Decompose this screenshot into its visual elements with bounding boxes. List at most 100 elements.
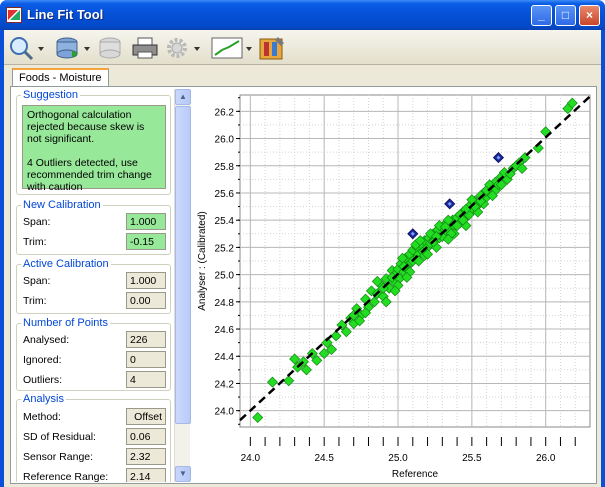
data-point xyxy=(516,162,528,174)
new-calibration-title: New Calibration xyxy=(21,199,103,212)
fit-line xyxy=(239,95,591,422)
toolbar xyxy=(4,30,601,65)
print-tool-button[interactable] xyxy=(130,35,160,61)
ignored-label: Ignored: xyxy=(23,354,62,366)
sensor-range-value: 2.32 xyxy=(126,448,166,465)
sd-residual-value: 0.06 xyxy=(126,428,166,445)
new-calibration-group: New Calibration Span: 1.000 Trim: -0.15 xyxy=(16,199,171,255)
scroll-thumb[interactable] xyxy=(175,106,191,424)
data-point xyxy=(430,231,442,243)
analysed-row: Analysed: 226 xyxy=(23,331,168,349)
y-tick-label: 25.4 xyxy=(215,216,235,227)
data-point xyxy=(318,348,330,360)
toolbox-icon xyxy=(259,37,284,60)
data-point xyxy=(360,307,372,319)
y-tick-label: 24.4 xyxy=(215,352,235,363)
data-point xyxy=(326,343,338,355)
zoom-tool-button[interactable] xyxy=(8,35,46,61)
tab-foods-moisture[interactable]: Foods - Moisture xyxy=(12,68,109,87)
x-tick-label: 24.0 xyxy=(241,453,261,464)
number-of-points-group: Number of Points Analysed: 226 Ignored: … xyxy=(16,317,171,391)
analysed-label: Analysed: xyxy=(23,334,70,346)
y-tick-label: 25.6 xyxy=(215,189,235,200)
line-chart-tool-button[interactable] xyxy=(210,35,254,61)
data-point xyxy=(289,353,301,365)
new-trim-value: -0.15 xyxy=(126,233,166,250)
window-title: Line Fit Tool xyxy=(27,7,104,22)
sensor-range-row: Sensor Range: 2.32 xyxy=(23,448,168,466)
reference-range-label: Reference Range: xyxy=(23,471,109,482)
close-button[interactable]: × xyxy=(579,5,600,26)
data-point xyxy=(487,190,499,202)
analysed-value: 226 xyxy=(126,331,166,348)
y-axis-label: Analyser : (Calibrated) xyxy=(197,211,208,310)
scroll-down-button[interactable]: ▼ xyxy=(175,466,191,482)
database-tool-button[interactable] xyxy=(54,35,92,61)
data-point xyxy=(422,248,434,260)
line-chart-icon xyxy=(211,37,252,59)
settings-tool-button[interactable] xyxy=(164,35,202,61)
method-label: Method: xyxy=(23,411,61,423)
gear-icon xyxy=(167,38,200,58)
x-tick-label: 26.0 xyxy=(536,453,556,464)
active-span-label: Span: xyxy=(23,275,51,287)
y-tick-label: 25.2 xyxy=(215,243,235,254)
active-span-value: 1.000 xyxy=(126,272,166,289)
y-tick-label: 24.2 xyxy=(215,379,235,390)
y-tick-label: 26.0 xyxy=(215,135,235,146)
data-point xyxy=(266,376,278,388)
scroll-up-button[interactable]: ▲ xyxy=(175,89,191,105)
data-point xyxy=(311,354,323,366)
magnifier-icon xyxy=(10,37,44,61)
outliers-label: Outliers: xyxy=(23,374,63,386)
data-point xyxy=(439,221,451,233)
tools-tool-button[interactable] xyxy=(258,35,288,61)
number-of-points-title: Number of Points xyxy=(21,317,110,330)
data-point xyxy=(330,330,342,342)
new-trim-label: Trim: xyxy=(23,236,47,248)
tab-content: Suggestion Orthogonal calculation reject… xyxy=(10,86,597,484)
reference-range-value: 2.14 xyxy=(126,468,166,482)
panel-scrollbar[interactable]: ▲ ▼ xyxy=(174,89,191,482)
active-span-row: Span: 1.000 xyxy=(23,272,168,290)
y-tick-label: 24.6 xyxy=(215,325,235,336)
data-point xyxy=(442,233,454,245)
data-point xyxy=(252,411,264,423)
app-icon xyxy=(6,7,22,23)
data-point xyxy=(340,326,352,338)
data-point xyxy=(401,271,413,283)
database-disabled-icon xyxy=(99,37,121,59)
data-point xyxy=(283,375,295,387)
data-point xyxy=(368,296,380,308)
ignored-value: 0 xyxy=(126,351,166,368)
sd-residual-row: SD of Residual: 0.06 xyxy=(23,428,168,446)
database-delete-tool-button[interactable] xyxy=(98,35,124,61)
outlier-point-center xyxy=(496,155,501,160)
new-span-row: Span: 1.000 xyxy=(23,213,168,231)
outliers-value: 4 xyxy=(126,371,166,388)
suggestion-text: Orthogonal calculation rejected because … xyxy=(22,105,166,193)
sd-residual-label: SD of Residual: xyxy=(23,431,96,443)
results-panel: Suggestion Orthogonal calculation reject… xyxy=(13,89,173,482)
y-tick-label: 26.2 xyxy=(215,107,235,118)
minimize-button[interactable]: _ xyxy=(531,5,552,26)
active-calibration-title: Active Calibration xyxy=(21,258,111,271)
data-point xyxy=(371,275,383,287)
data-point xyxy=(414,235,426,247)
title-bar[interactable]: Line Fit Tool _ □ × xyxy=(0,0,605,30)
database-icon xyxy=(56,37,90,59)
data-point xyxy=(321,337,333,349)
active-trim-value: 0.00 xyxy=(126,292,166,309)
line-fit-chart: 24.0 24.2 24.4 24.6 24.8 25.0 25.2 25.4 25.6 25.8… xyxy=(192,89,596,482)
sensor-range-label: Sensor Range: xyxy=(23,451,94,463)
chevron-down-icon xyxy=(38,47,44,51)
printer-icon xyxy=(132,37,158,59)
new-trim-row: Trim: -0.15 xyxy=(23,233,168,251)
new-span-label: Span: xyxy=(23,216,51,228)
ignored-row: Ignored: 0 xyxy=(23,351,168,369)
x-tick-label: 25.0 xyxy=(388,453,408,464)
maximize-button[interactable]: □ xyxy=(555,5,576,26)
suggestion-group: Suggestion Orthogonal calculation reject… xyxy=(16,89,171,195)
analysis-title: Analysis xyxy=(21,393,66,406)
